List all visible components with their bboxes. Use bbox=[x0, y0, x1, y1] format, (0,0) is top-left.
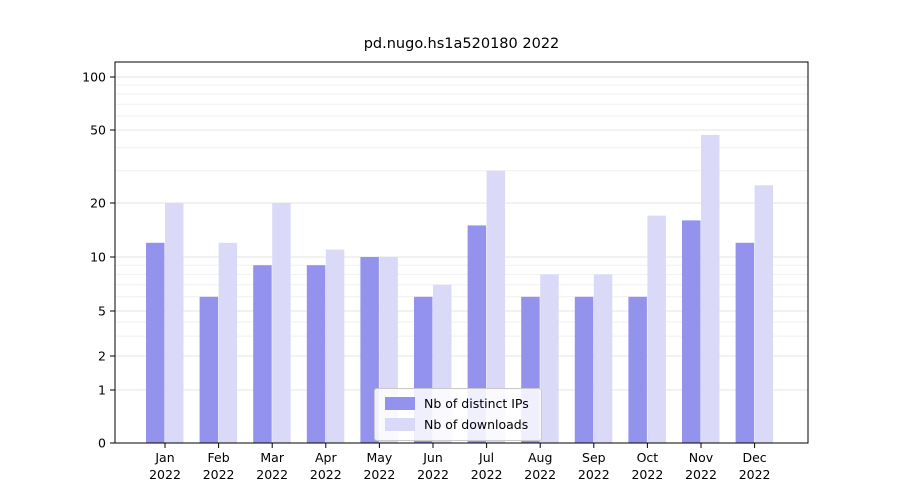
legend-item-downloads: Nb of downloads bbox=[385, 417, 529, 432]
bar-downloads-mar-2022 bbox=[272, 203, 291, 443]
x-tick-label-year: 2022 bbox=[363, 467, 395, 482]
x-tick-label-year: 2022 bbox=[471, 467, 503, 482]
y-tick-label: 5 bbox=[98, 304, 106, 319]
bar-distinct-ips-feb-2022 bbox=[199, 296, 219, 443]
bar-distinct-ips-jan-2022 bbox=[146, 242, 165, 443]
x-tick-label-year: 2022 bbox=[685, 467, 717, 482]
y-tick-label: 0 bbox=[98, 436, 106, 451]
legend-swatch-distinct-ips bbox=[385, 397, 415, 410]
bar-distinct-ips-sep-2022 bbox=[574, 296, 594, 443]
x-tick-label-year: 2022 bbox=[203, 467, 235, 482]
x-tick-label-month: Dec bbox=[742, 450, 766, 465]
bar-downloads-jan-2022 bbox=[165, 203, 184, 443]
x-tick-label-month: Jan bbox=[154, 450, 174, 465]
x-tick-label-year: 2022 bbox=[256, 467, 288, 482]
bar-distinct-ips-nov-2022 bbox=[682, 220, 701, 443]
x-tick-label-year: 2022 bbox=[149, 467, 181, 482]
y-tick-label: 10 bbox=[90, 250, 106, 265]
legend-label-distinct-ips: Nb of distinct IPs bbox=[424, 396, 529, 411]
legend-item-distinct-ips: Nb of distinct IPs bbox=[385, 396, 529, 411]
y-tick-label: 100 bbox=[82, 70, 106, 85]
y-tick-label: 50 bbox=[90, 123, 106, 138]
x-tick-label-month: Nov bbox=[689, 450, 714, 465]
x-tick-label-month: Oct bbox=[637, 450, 659, 465]
bar-downloads-feb-2022 bbox=[218, 242, 238, 443]
bar-downloads-sep-2022 bbox=[593, 274, 613, 443]
x-tick-label-month: May bbox=[366, 450, 392, 465]
x-tick-label-year: 2022 bbox=[631, 467, 663, 482]
chart-title: pd.nugo.hs1a520180 2022 bbox=[363, 36, 560, 52]
bar-distinct-ips-oct-2022 bbox=[628, 296, 647, 443]
legend-label-downloads: Nb of downloads bbox=[424, 417, 529, 432]
x-tick-label-year: 2022 bbox=[417, 467, 449, 482]
x-tick-label-month: Sep bbox=[582, 450, 606, 465]
bar-downloads-dec-2022 bbox=[754, 185, 774, 444]
x-tick-label-year: 2022 bbox=[310, 467, 342, 482]
bar-downloads-oct-2022 bbox=[647, 215, 666, 443]
y-tick-label: 20 bbox=[90, 196, 106, 211]
y-tick-label: 2 bbox=[98, 349, 106, 364]
bar-distinct-ips-mar-2022 bbox=[253, 265, 272, 443]
bar-downloads-apr-2022 bbox=[325, 249, 345, 443]
x-tick-label-month: Apr bbox=[315, 450, 337, 465]
x-tick-label-year: 2022 bbox=[524, 467, 556, 482]
bar-downloads-nov-2022 bbox=[701, 134, 720, 443]
x-tick-label-year: 2022 bbox=[739, 467, 771, 482]
bar-distinct-ips-dec-2022 bbox=[735, 242, 755, 443]
bar-distinct-ips-apr-2022 bbox=[306, 265, 326, 443]
bar-downloads-jul-2022 bbox=[486, 170, 506, 443]
y-tick-label: 1 bbox=[98, 383, 106, 398]
x-tick-label-year: 2022 bbox=[578, 467, 610, 482]
legend: Nb of distinct IPs Nb of downloads bbox=[374, 388, 542, 441]
axes-frame bbox=[114, 61, 809, 444]
x-tick-label-month: Aug bbox=[528, 450, 552, 465]
bar-downloads-aug-2022 bbox=[540, 274, 559, 443]
x-tick-label-month: Feb bbox=[208, 450, 230, 465]
x-tick-label-month: Jul bbox=[478, 450, 494, 465]
x-tick-label-month: Jun bbox=[422, 450, 443, 465]
legend-swatch-downloads bbox=[385, 418, 415, 431]
x-tick-label-month: Mar bbox=[260, 450, 284, 465]
